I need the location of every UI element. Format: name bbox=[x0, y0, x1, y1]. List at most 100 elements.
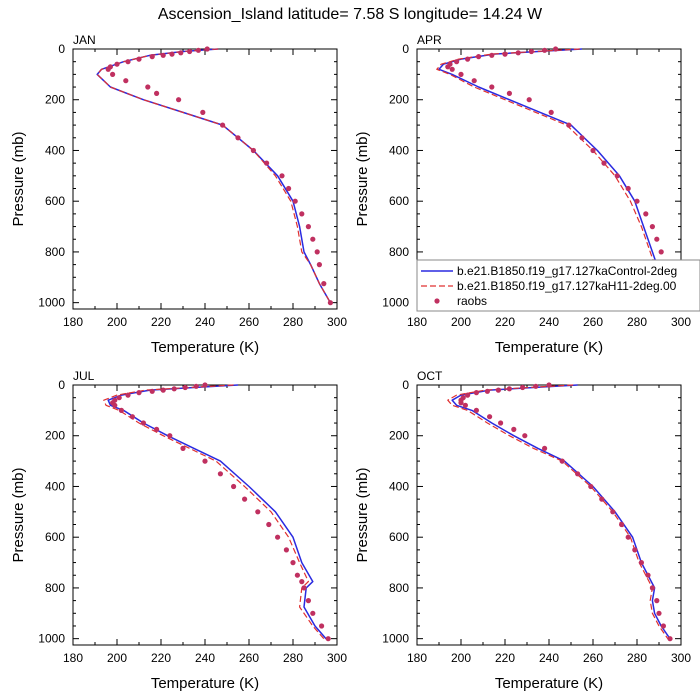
raobs-point bbox=[502, 51, 508, 57]
x-tick-label: 300 bbox=[671, 651, 691, 665]
x-tick-label: 280 bbox=[283, 315, 303, 329]
x-tick-label: 300 bbox=[327, 315, 347, 329]
raobs-point bbox=[487, 414, 493, 420]
y-tick-label: 800 bbox=[45, 245, 65, 259]
raobs-point bbox=[445, 64, 451, 70]
y-axis-label: Pressure (mb) bbox=[354, 467, 371, 562]
raobs-point bbox=[114, 61, 120, 67]
x-axis-label: Temperature (K) bbox=[495, 339, 603, 356]
x-tick-label: 240 bbox=[195, 315, 215, 329]
raobs-point bbox=[231, 483, 237, 490]
y-tick-label: 0 bbox=[402, 42, 409, 56]
raobs-point bbox=[301, 585, 307, 591]
y-tick-label: 600 bbox=[389, 194, 409, 208]
raobs-point bbox=[495, 387, 501, 393]
raobs-point bbox=[667, 636, 673, 642]
raobs-point bbox=[125, 59, 131, 65]
x-tick-label: 260 bbox=[583, 651, 603, 665]
x-tick-label: 300 bbox=[327, 651, 347, 665]
raobs-point bbox=[625, 534, 631, 540]
panel-jul: JUL 180 200 220 240 260 280 300 0 200 400 600 800 10… bbox=[10, 369, 347, 692]
y-tick-label: 800 bbox=[45, 581, 65, 595]
raobs-point bbox=[471, 78, 477, 84]
figure-title: Ascension_Island latitude= 7.58 S longit… bbox=[158, 6, 543, 23]
y-tick-label: 200 bbox=[45, 93, 65, 107]
legend-label-raobs: raobs bbox=[457, 294, 487, 308]
raobs-point bbox=[649, 585, 655, 591]
raobs-point bbox=[638, 560, 644, 566]
x-axis-label: Temperature (K) bbox=[495, 675, 603, 692]
raobs-point bbox=[125, 392, 131, 398]
x-tick-label: 220 bbox=[151, 651, 171, 665]
raobs-point bbox=[292, 198, 298, 204]
raobs-point bbox=[498, 420, 504, 426]
plot-frame bbox=[416, 384, 682, 646]
series-line-control bbox=[96, 48, 332, 304]
y-tick-label: 1000 bbox=[382, 296, 409, 310]
raobs-point bbox=[658, 249, 664, 255]
series-line-h11 bbox=[103, 384, 325, 640]
raobs-point bbox=[465, 56, 471, 62]
raobs-point bbox=[319, 623, 325, 629]
raobs-point bbox=[599, 496, 605, 502]
raobs-point bbox=[305, 598, 311, 604]
raobs-point bbox=[542, 47, 548, 53]
panel-oct: OCT 180 200 220 240 260 280 300 0 200 400 600 800 10… bbox=[354, 369, 691, 692]
x-tick-label: 280 bbox=[627, 315, 647, 329]
raobs-point bbox=[250, 147, 256, 154]
raobs-point bbox=[110, 71, 116, 77]
raobs-point bbox=[217, 471, 223, 477]
x-tick-label: 200 bbox=[451, 651, 471, 665]
raobs-point bbox=[649, 224, 655, 230]
plot-area: 180 200 220 240 260 280 300 0 200 400 600 800 1000 bbox=[382, 378, 691, 665]
raobs-point bbox=[140, 420, 146, 426]
raobs-point bbox=[575, 471, 581, 477]
raobs-point bbox=[180, 445, 186, 451]
x-tick-label: 200 bbox=[107, 315, 127, 329]
raobs-point bbox=[458, 400, 464, 406]
raobs-point bbox=[643, 211, 649, 217]
x-tick-label: 200 bbox=[451, 315, 471, 329]
raobs-point bbox=[305, 224, 311, 230]
x-tick-label: 180 bbox=[63, 315, 83, 329]
raobs-point bbox=[645, 572, 651, 578]
y-tick-label: 600 bbox=[45, 530, 65, 544]
raobs-point bbox=[123, 78, 129, 84]
x-tick-label: 260 bbox=[239, 651, 259, 665]
x-axis-label: Temperature (K) bbox=[151, 339, 259, 356]
raobs-point bbox=[473, 407, 479, 413]
panel-label: JAN bbox=[73, 33, 96, 47]
raobs-point bbox=[200, 109, 206, 115]
panel-label: APR bbox=[417, 33, 442, 47]
raobs-point bbox=[286, 185, 292, 192]
y-tick-label: 1000 bbox=[382, 632, 409, 646]
raobs-point bbox=[299, 211, 305, 217]
raobs-point bbox=[316, 262, 322, 268]
x-tick-label: 240 bbox=[539, 651, 559, 665]
raobs-point bbox=[136, 390, 142, 396]
raobs-point bbox=[171, 386, 177, 392]
raobs-point bbox=[533, 383, 539, 389]
raobs-point bbox=[321, 281, 327, 287]
raobs-point bbox=[187, 48, 193, 55]
legend-label-h11: b.e21.B1850.f19_g17.127kaH11-2deg.00 bbox=[457, 279, 677, 293]
raobs-point bbox=[515, 50, 521, 56]
x-tick-label: 220 bbox=[495, 315, 515, 329]
raobs-point bbox=[656, 610, 662, 616]
raobs-point bbox=[136, 56, 142, 62]
x-tick-label: 200 bbox=[107, 651, 127, 665]
x-tick-label: 220 bbox=[151, 315, 171, 329]
raobs-point bbox=[473, 390, 479, 396]
raobs-point bbox=[462, 402, 468, 408]
raobs-point bbox=[601, 160, 607, 166]
raobs-point bbox=[202, 382, 208, 388]
series-line-h11 bbox=[436, 48, 671, 303]
y-tick-label: 400 bbox=[45, 143, 65, 157]
raobs-point bbox=[235, 135, 241, 141]
raobs-point bbox=[220, 122, 226, 128]
raobs-point bbox=[160, 52, 166, 58]
y-tick-label: 400 bbox=[389, 143, 409, 157]
raobs-point bbox=[327, 300, 333, 306]
raobs-point bbox=[559, 458, 565, 464]
